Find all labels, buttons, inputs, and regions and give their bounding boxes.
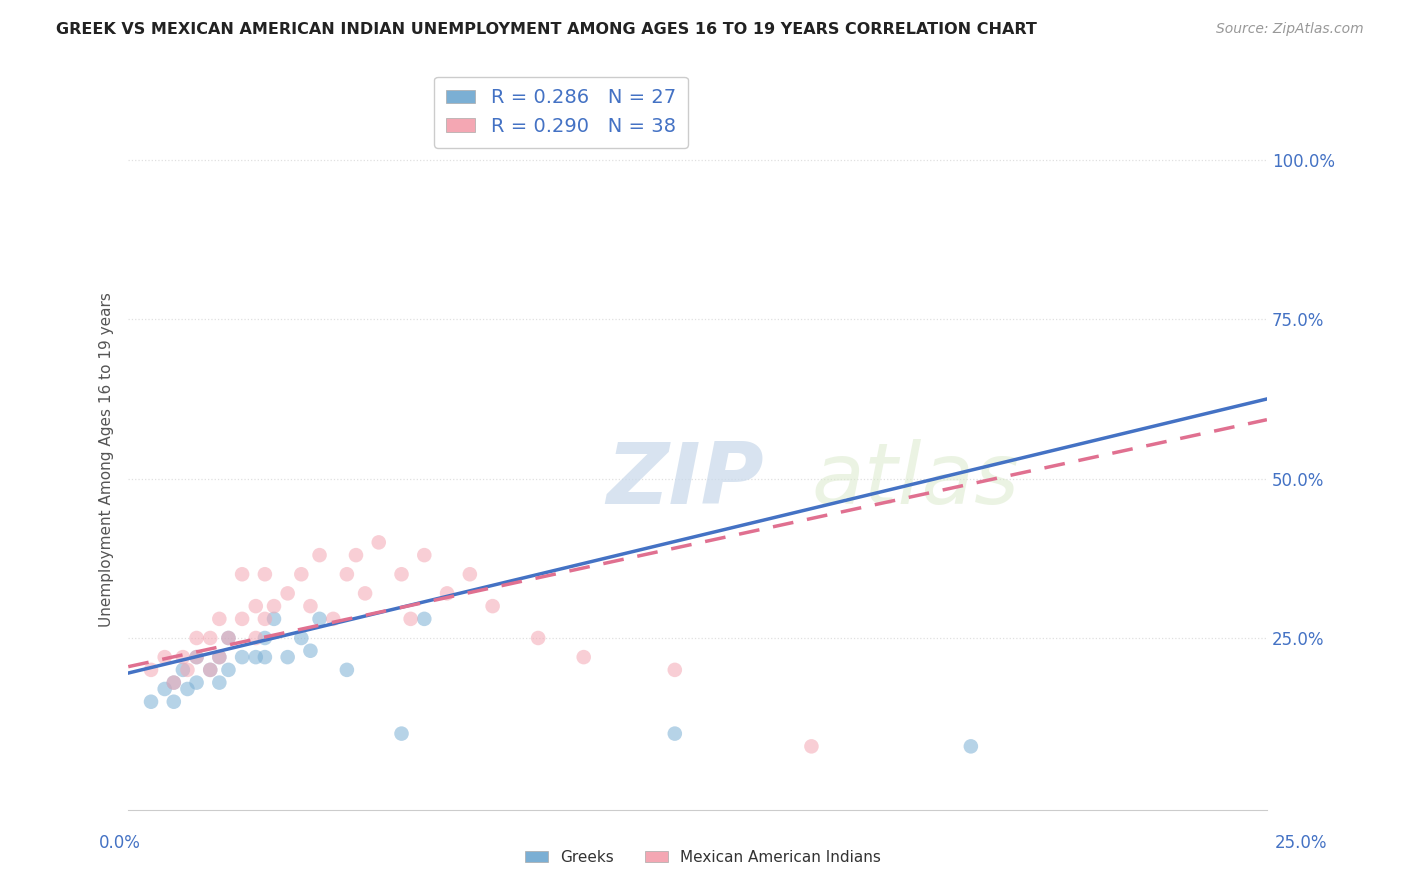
Point: [186, 675, 208, 690]
Point: [322, 612, 344, 626]
Point: [800, 739, 823, 754]
Point: [336, 567, 359, 582]
Point: [163, 675, 186, 690]
Point: [217, 631, 239, 645]
Point: [217, 631, 239, 645]
Point: [231, 612, 253, 626]
Point: [172, 663, 194, 677]
Point: [186, 650, 208, 665]
Point: [153, 681, 176, 696]
Text: GREEK VS MEXICAN AMERICAN INDIAN UNEMPLOYMENT AMONG AGES 16 TO 19 YEARS CORRELAT: GREEK VS MEXICAN AMERICAN INDIAN UNEMPLO…: [56, 22, 1038, 37]
Point: [245, 599, 267, 614]
Point: [308, 548, 330, 562]
Point: [336, 663, 359, 677]
Point: [299, 644, 322, 658]
Point: [208, 650, 231, 665]
Point: [413, 548, 436, 562]
Point: [436, 586, 458, 600]
Point: [176, 663, 198, 677]
Point: [960, 739, 983, 754]
Point: [245, 650, 267, 665]
Point: [208, 675, 231, 690]
Point: [200, 631, 222, 645]
Point: [299, 599, 322, 614]
Point: [231, 650, 253, 665]
Point: [664, 663, 686, 677]
Point: [253, 631, 276, 645]
Point: [186, 631, 208, 645]
Point: [200, 663, 222, 677]
Point: [290, 631, 312, 645]
Point: [200, 663, 222, 677]
Point: [153, 650, 176, 665]
Point: [391, 726, 413, 740]
Point: [399, 612, 422, 626]
Y-axis label: Unemployment Among Ages 16 to 19 years: Unemployment Among Ages 16 to 19 years: [100, 292, 114, 627]
Point: [344, 548, 367, 562]
Text: Source: ZipAtlas.com: Source: ZipAtlas.com: [1216, 22, 1364, 37]
Legend: Greeks, Mexican American Indians: Greeks, Mexican American Indians: [519, 844, 887, 871]
Point: [290, 567, 312, 582]
Point: [176, 681, 198, 696]
Point: [458, 567, 481, 582]
Point: [139, 663, 162, 677]
Point: [277, 650, 299, 665]
Point: [186, 650, 208, 665]
Text: atlas: atlas: [811, 439, 1019, 522]
Point: [308, 612, 330, 626]
Point: [481, 599, 503, 614]
Point: [263, 612, 285, 626]
Point: [245, 631, 267, 645]
Point: [208, 612, 231, 626]
Text: 0.0%: 0.0%: [98, 834, 141, 852]
Point: [367, 535, 389, 549]
Point: [572, 650, 595, 665]
Point: [253, 567, 276, 582]
Point: [277, 586, 299, 600]
Point: [172, 650, 194, 665]
Point: [139, 695, 162, 709]
Point: [413, 612, 436, 626]
Text: 25.0%: 25.0%: [1274, 834, 1327, 852]
Point: [231, 567, 253, 582]
Point: [163, 675, 186, 690]
Point: [391, 567, 413, 582]
Point: [664, 726, 686, 740]
Legend: R = 0.286   N = 27, R = 0.290   N = 38: R = 0.286 N = 27, R = 0.290 N = 38: [434, 77, 688, 148]
Point: [208, 650, 231, 665]
Text: ZIP: ZIP: [606, 439, 763, 522]
Point: [263, 599, 285, 614]
Point: [354, 586, 377, 600]
Point: [163, 695, 186, 709]
Point: [527, 631, 550, 645]
Point: [253, 612, 276, 626]
Point: [217, 663, 239, 677]
Point: [253, 650, 276, 665]
